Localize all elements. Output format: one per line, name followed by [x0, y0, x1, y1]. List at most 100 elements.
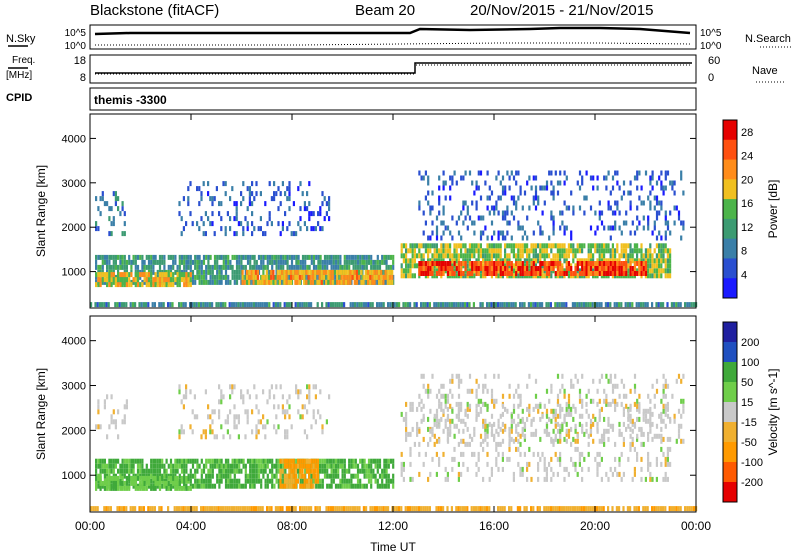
velocity-cell [380, 506, 383, 512]
power-cell [530, 261, 533, 266]
power-cell [310, 211, 313, 217]
velocity-xtick-label-6: 00:00 [681, 519, 711, 533]
power-cell [442, 261, 445, 266]
velocity-xtick-label-2: 08:00 [277, 519, 307, 533]
velocity-cell [534, 428, 538, 434]
power-cell [611, 243, 614, 249]
velocity-cell [211, 429, 214, 435]
power-cell [370, 254, 373, 260]
power-cell [499, 230, 502, 236]
velocity-cell [420, 398, 423, 404]
power-cell [620, 302, 623, 308]
velocity-cell [345, 478, 349, 484]
power-cell [649, 243, 652, 249]
power-cell [532, 200, 535, 206]
power-cell [257, 302, 260, 308]
power-cell [666, 248, 669, 254]
velocity-cell [130, 480, 133, 486]
velocity-cell [640, 476, 643, 482]
velocity-cell [233, 419, 236, 425]
power-cell [640, 271, 643, 276]
velocity-cell [669, 418, 672, 424]
power-cell [143, 272, 146, 278]
power-cell [477, 271, 480, 276]
velocity-cell [227, 463, 230, 469]
power-cell [251, 201, 254, 207]
power-cell [275, 259, 278, 265]
power-cell [235, 206, 238, 212]
velocity-cell [334, 458, 338, 464]
power-cell [409, 243, 412, 249]
power-cell [642, 215, 645, 221]
power-cell [110, 264, 113, 270]
power-cell [508, 302, 511, 308]
power-cell [129, 302, 132, 308]
velocity-cell [97, 475, 100, 481]
power-cell [504, 215, 507, 221]
velocity-cell [439, 506, 442, 512]
power-cell [349, 269, 352, 275]
power-cell [235, 279, 239, 285]
power-cell [688, 302, 691, 308]
power-cell [449, 248, 452, 254]
velocity-cell [572, 416, 575, 422]
power-cell [281, 221, 284, 227]
power-cell [356, 254, 360, 260]
power-cell [200, 269, 203, 275]
velocity-cell [356, 468, 360, 474]
velocity-cell [565, 411, 568, 417]
power-cell [565, 225, 568, 231]
velocity-cell [183, 475, 186, 481]
power-cell [196, 269, 199, 275]
power-cell [216, 269, 219, 275]
power-cell [377, 274, 381, 280]
velocity-cell [647, 393, 650, 399]
power-cell [607, 225, 610, 231]
power-cell [499, 261, 502, 266]
power-cell [284, 191, 287, 197]
power-cell [242, 196, 245, 202]
velocity-cell [136, 485, 140, 491]
power-cell [255, 181, 258, 187]
velocity-cell [178, 473, 181, 479]
velocity-colorbar-tick-2: 50 [741, 377, 753, 389]
velocity-cell [314, 468, 317, 474]
power-cell [519, 248, 522, 254]
power-cell [180, 259, 184, 265]
velocity-cell [334, 463, 338, 469]
power-cell [308, 211, 311, 217]
power-cell [440, 261, 443, 266]
velocity-cell [550, 466, 553, 472]
velocity-cell [548, 398, 551, 404]
velocity-cell [442, 506, 445, 512]
power-cell [282, 264, 285, 270]
velocity-cell [649, 476, 652, 482]
velocity-cell [422, 436, 425, 442]
power-cell [374, 264, 377, 270]
power-cell [651, 302, 654, 308]
power-cell [393, 302, 396, 308]
velocity-cell [356, 483, 360, 489]
power-cell [205, 264, 208, 270]
power-cell [429, 271, 432, 276]
power-cell [649, 180, 652, 186]
velocity-cell [123, 480, 126, 486]
power-cell [484, 271, 487, 276]
velocity-cell [255, 473, 258, 479]
power-cell [319, 211, 322, 217]
velocity-cell [554, 506, 557, 512]
velocity-cell [404, 506, 407, 512]
velocity-cell [651, 411, 654, 417]
velocity-cell [444, 476, 447, 482]
power-cell [299, 264, 302, 270]
power-cell [320, 269, 323, 275]
velocity-cell [334, 473, 338, 479]
velocity-cell [637, 506, 640, 512]
velocity-cell [106, 394, 109, 400]
power-cell [163, 277, 166, 283]
velocity-cell [310, 478, 313, 484]
power-cell [640, 258, 643, 264]
power-cell [427, 180, 430, 186]
power-cell [334, 279, 338, 285]
velocity-cell [279, 473, 282, 479]
